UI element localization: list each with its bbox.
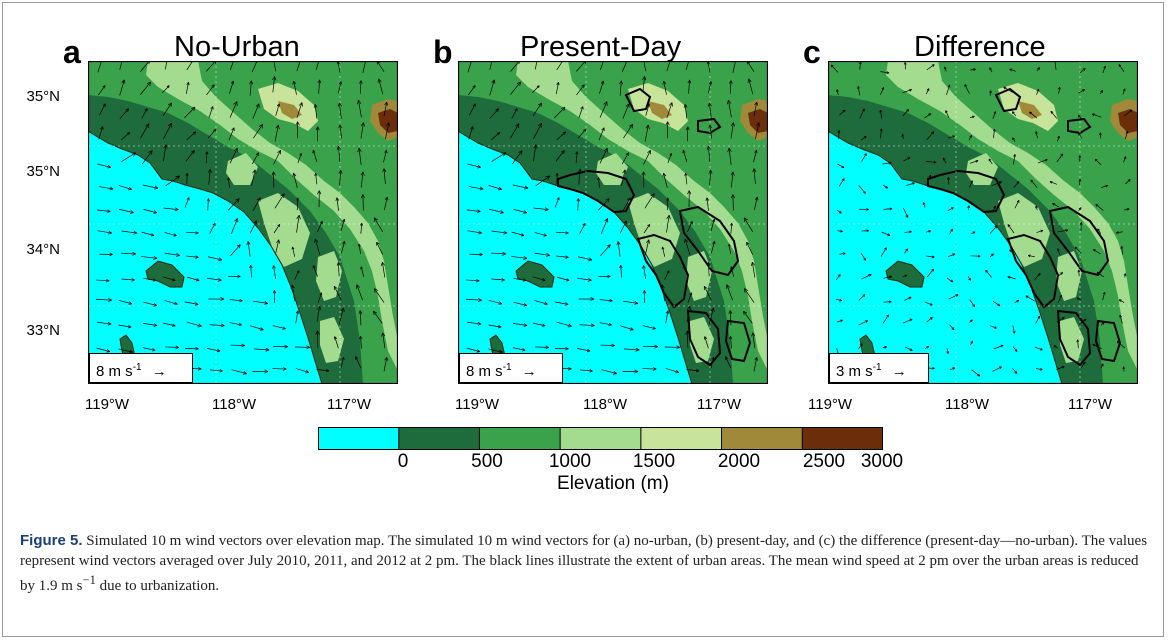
colorbar-tick: 1000 — [548, 451, 592, 472]
colorbar-swatch — [479, 427, 561, 450]
colorbar-tick: 2000 — [717, 451, 761, 472]
colorbar-label: Elevation (m) — [557, 473, 669, 494]
wind-scale-arrow: → — [147, 363, 167, 380]
caption-tail: due to urbanization. — [95, 578, 220, 594]
lat-label: 35°N — [26, 163, 60, 180]
wind-scale-legend: 8 m s-1 → — [459, 353, 563, 383]
lon-label: 118°W — [945, 396, 990, 413]
wind-scale-exponent: -1 — [502, 362, 512, 373]
lon-label: 117°W — [327, 396, 372, 413]
wind-scale-exponent: -1 — [872, 362, 882, 373]
elevation-map — [827, 58, 1139, 385]
wind-scale-exponent: -1 — [132, 362, 142, 373]
colorbar-tick: 2500 — [802, 451, 846, 472]
lon-label: 117°W — [1068, 396, 1113, 413]
panel-letter: b — [433, 34, 453, 70]
lon-label: 119°W — [808, 396, 853, 413]
wind-scale-legend: 8 m s-1 → — [89, 353, 193, 383]
colorbar-tick: 500 — [471, 451, 503, 472]
lat-label: 35°N — [26, 88, 60, 105]
wind-scale-value: 3 m s — [836, 363, 873, 380]
lat-label: 34°N — [26, 241, 60, 258]
colorbar-tick: 3000 — [860, 451, 904, 472]
caption-label: Figure 5. — [20, 532, 83, 549]
lon-label: 119°W — [455, 396, 500, 413]
colorbar-swatch — [318, 427, 400, 450]
lon-label: 118°W — [583, 396, 628, 413]
panel-title: Present-Day — [520, 31, 682, 63]
colorbar-tick: 0 — [397, 451, 409, 472]
map-panel — [457, 52, 769, 389]
colorbar-swatch — [560, 427, 642, 450]
colorbar-swatch — [640, 427, 723, 450]
map-panel — [827, 58, 1139, 389]
panel-letter: a — [63, 34, 81, 70]
wind-scale-value: 8 m s — [96, 363, 133, 380]
lon-label: 118°W — [212, 396, 257, 413]
caption-text: Simulated 10 m wind vectors over elevati… — [20, 533, 1148, 594]
wind-scale-arrow: → — [887, 363, 907, 380]
lat-label: 33°N — [26, 322, 60, 339]
colorbar-swatch — [721, 427, 803, 450]
figure-caption: Figure 5. Simulated 10 m wind vectors ov… — [20, 531, 1148, 597]
lon-label: 117°W — [697, 396, 742, 413]
wind-scale-legend: 3 m s-1 → — [829, 353, 929, 383]
elevation-map — [457, 52, 769, 385]
colorbar-swatch — [398, 427, 480, 450]
colorbar-swatch — [802, 427, 883, 450]
colorbar-tick: 1500 — [632, 451, 676, 472]
panel-letter: c — [803, 34, 821, 70]
caption-exponent: −1 — [82, 573, 96, 587]
wind-scale-arrow: → — [517, 363, 537, 380]
map-panel — [87, 52, 399, 389]
panel-title: Difference — [914, 31, 1046, 63]
elevation-map — [87, 52, 399, 385]
wind-scale-value: 8 m s — [466, 363, 503, 380]
panel-title: No-Urban — [174, 31, 300, 63]
colorbar-swatches — [318, 427, 883, 450]
lon-label: 119°W — [85, 396, 130, 413]
